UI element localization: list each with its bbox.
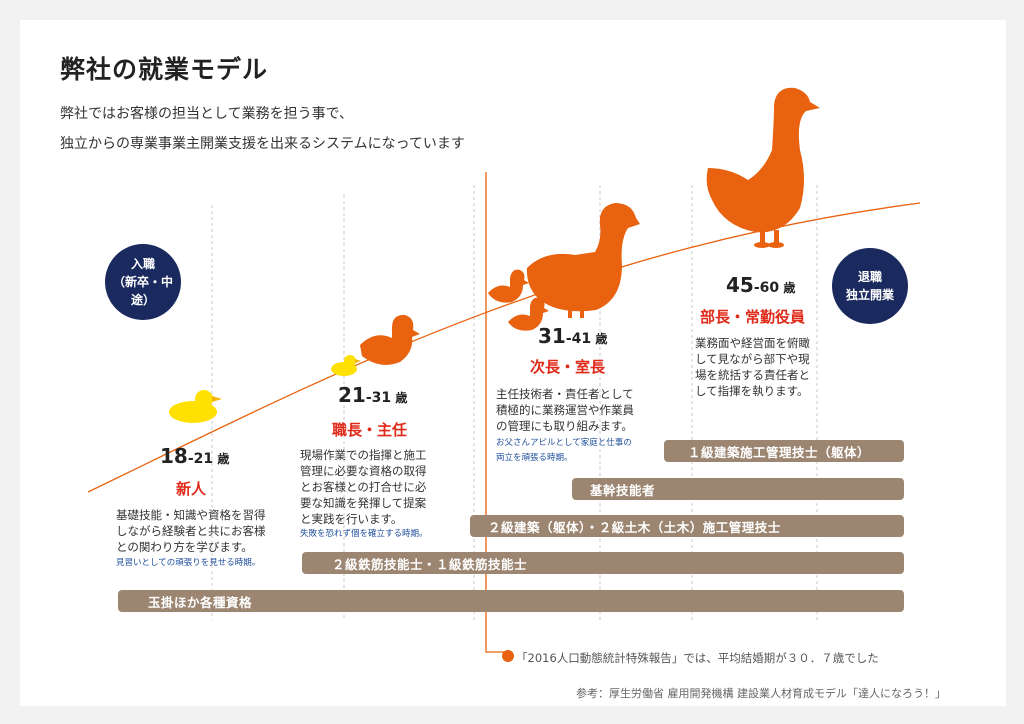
marriage-marker-line (485, 172, 508, 653)
intro-line-1: 弊社ではお客様の担当として業務を担う事で、 (60, 106, 354, 122)
qualification-bar-2: 基幹技能者 (572, 478, 904, 500)
start-circle-line-2: （新卒・中途） (112, 275, 173, 307)
stage-4-description: 業務面や経営面を俯瞰 して見ながら部下や現 場を統括する責任者と して指揮を執ります。 (695, 336, 810, 398)
start-circle-line-1: 入職 (130, 257, 155, 271)
stage-4-age: 45-60 歳 (726, 273, 796, 297)
start-circle: 入職 （新卒・中途） (105, 244, 181, 320)
orange-goose-icon (526, 203, 640, 318)
intro-line-2: 独立からの専業事業主開業支援を出来るシステムになっています (60, 136, 465, 152)
stage-2-note: 失敗を恐れず個を確立する時期。 (300, 529, 428, 539)
stage-2-age: 21-31 歳 (338, 383, 408, 407)
stage-1-note: 見習いとしての頑張りを見せる時期。 (116, 558, 261, 568)
marriage-marker-dot (502, 650, 514, 662)
orange-duckling-icon (360, 314, 420, 365)
end-circle: 退職 独立開業 (832, 248, 908, 324)
stage-3-note: お父さんアピルとして家庭と仕事の 両立を頑張る時期。 (496, 438, 632, 463)
yellow-duckling-icon (169, 390, 222, 423)
qualification-bar-1: １級建築施工管理技士（躯体） (664, 440, 904, 462)
qualification-bar-3: ２級建築（躯体）・２級土木（土木）施工管理技士 (470, 515, 904, 537)
end-circle-line-1: 退職 (857, 270, 882, 284)
qualification-bar-5: 玉掛ほか各種資格 (118, 590, 904, 612)
stage-3-age: 31-41 歳 (538, 324, 608, 348)
small-chick-icon (331, 355, 361, 376)
stage-3-role: 次長・室長 (530, 358, 606, 376)
source-credit: 参考：厚生労働省 雇用開発機構 建設業人材育成モデル「達人になろう！」 (576, 687, 946, 700)
page-title: 弊社の就業モデル (60, 55, 269, 84)
qualification-bar-4: ２級鉄筋技能士・１級鉄筋技能士 (302, 552, 904, 574)
marriage-footnote: 「2016人口動態統計特殊報告」では、平均結婚期が３０．７歳でした (516, 651, 879, 665)
stage-2-description: 現場作業での指揮と施工 管理に必要な資格の取得 とお客様との打合せに必 要な知識を発揮… (300, 448, 427, 526)
orange-chicks-icon (488, 269, 549, 331)
stage-4-role: 部長・常勤役員 (700, 308, 806, 326)
stage-1-age: 18-21 歳 (160, 444, 230, 468)
stage-1-role: 新人 (176, 480, 207, 498)
large-goose-icon (706, 87, 820, 248)
stage-1-description: 基礎技能・知識や資格を習得 しながら経験者と共にお客様 との関わり方を学びます。 (116, 508, 266, 554)
stage-2-role: 職長・主任 (332, 421, 408, 439)
stage-3-description: 主任技術者・責任者として 積極的に業務運営や作業員 の管理にも取り組みます。 (496, 387, 634, 433)
end-circle-line-2: 独立開業 (845, 288, 894, 302)
